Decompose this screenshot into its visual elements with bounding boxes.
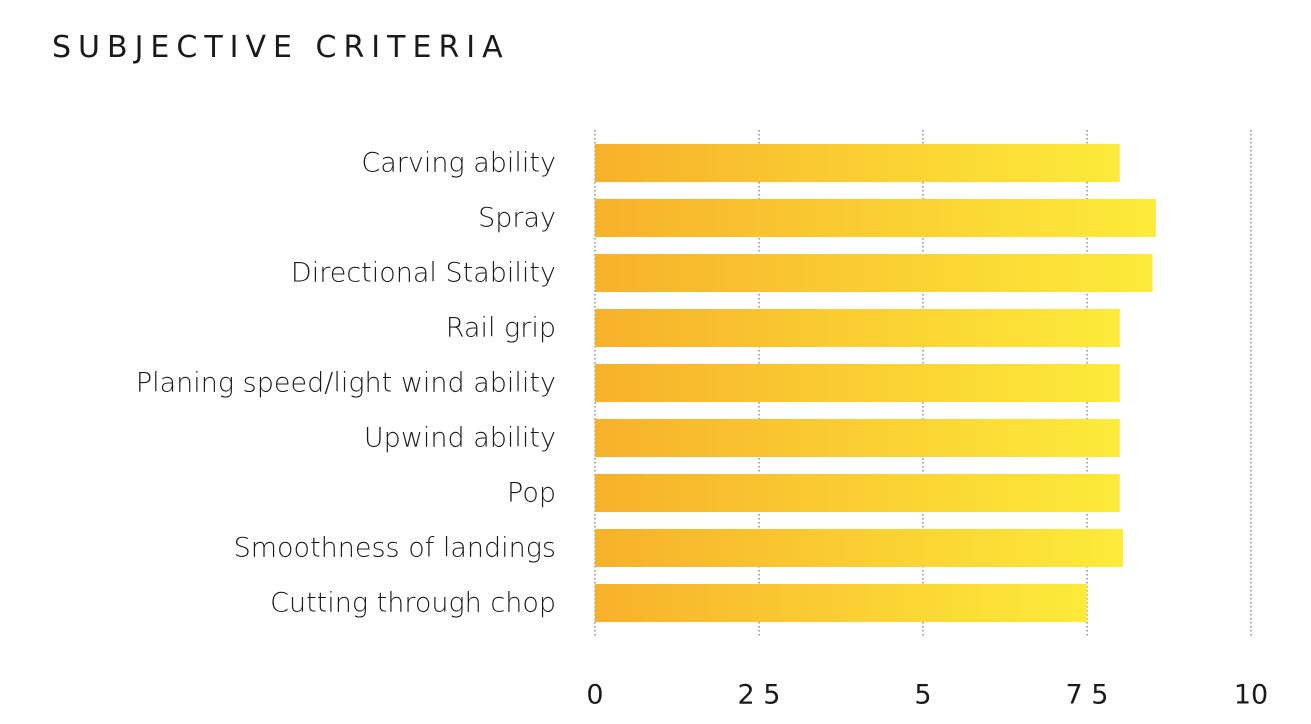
x-tick-labels: 0 2 5 5 7 5 10 (586, 680, 1268, 711)
category-label-1: Spray (478, 203, 556, 234)
bar-6 (595, 474, 1120, 512)
x-tick-label-2: 5 (914, 680, 931, 711)
category-label-3: Rail grip (446, 313, 556, 344)
x-tick-label-3: 7 5 (1066, 680, 1109, 711)
category-label-2: Directional Stability (291, 258, 556, 289)
bar-5 (595, 419, 1120, 457)
bar-7 (595, 529, 1124, 567)
category-label-4: Planing speed/light wind ability (136, 368, 556, 399)
category-label-5: Upwind ability (364, 423, 556, 454)
x-tick-label-4: 10 (1234, 680, 1268, 711)
bar-3 (595, 309, 1120, 347)
category-label-6: Pop (507, 478, 556, 509)
category-label-0: Carving ability (361, 148, 556, 179)
chart-title: SUBJECTIVE CRITERIA (52, 30, 510, 65)
category-label-7: Smoothness of landings (234, 533, 556, 564)
bar-1 (595, 199, 1156, 237)
bar-8 (595, 584, 1087, 622)
category-label-8: Cutting through chop (270, 588, 556, 619)
bar-0 (595, 144, 1120, 182)
bars (595, 144, 1156, 622)
x-tick-label-0: 0 (586, 680, 603, 711)
x-tick-label-1: 2 5 (738, 680, 781, 711)
bar-4 (595, 364, 1120, 402)
category-labels: Carving ability Spray Directional Stabilit… (136, 148, 556, 619)
bar-2 (595, 254, 1153, 292)
